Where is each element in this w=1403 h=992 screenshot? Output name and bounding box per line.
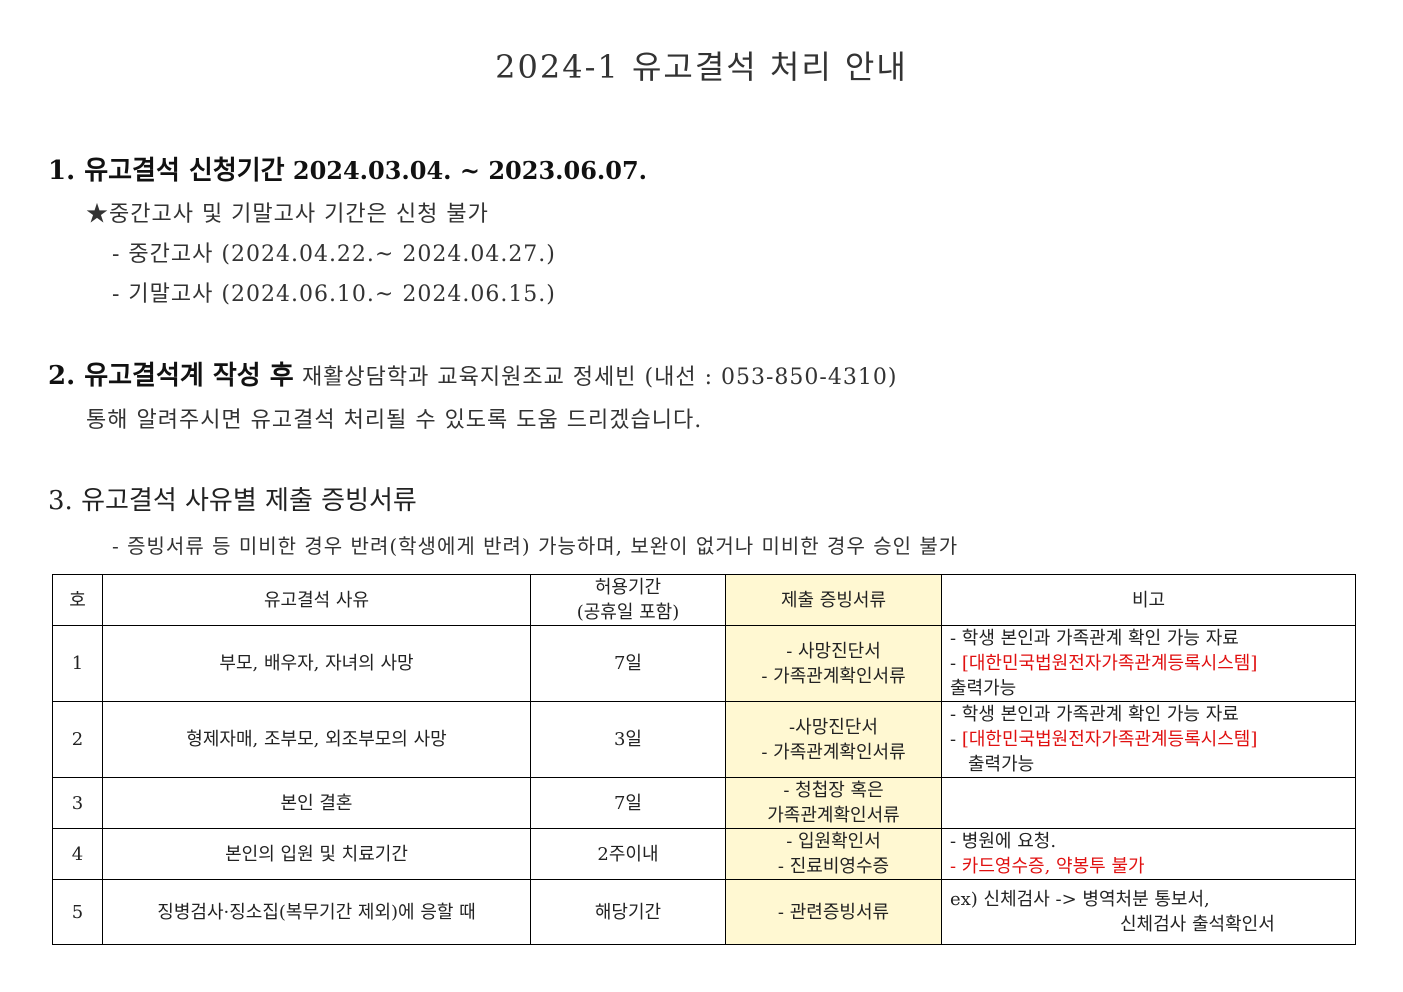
row-no: 4 <box>52 828 103 880</box>
documents-table: 호 유고결석 사유 허용기간 (공휴일 포함) 제출 증빙서류 비고 1 부모, … <box>52 574 1356 945</box>
note-red-text: [대한민국법원전자가족관계등록시스템] <box>961 729 1258 750</box>
table-row: 1 부모, 배우자, 자녀의 사망 7일 - 사망진단서 - 가족관계확인서류 -… <box>52 625 1356 702</box>
header-no: 호 <box>52 574 103 626</box>
section3-heading: 3. 유고결석 사유별 제출 증빙서류 <box>48 486 417 516</box>
table-header-row: 호 유고결석 사유 허용기간 (공휴일 포함) 제출 증빙서류 비고 <box>52 574 1356 626</box>
note-dash: - <box>950 729 962 750</box>
row-note: ex) 신체검사 -> 병역처분 통보서, 신체검사 출석확인서 <box>941 879 1356 945</box>
row-reason: 형제자매, 조부모, 외조부모의 사망 <box>102 701 531 778</box>
row-reason: 본인의 입원 및 치료기간 <box>102 828 531 880</box>
row-note: - 학생 본인과 가족관계 확인 가능 자료 - [대한민국법원전자가족관계등록시… <box>941 701 1356 778</box>
note-line: - [대한민국법원전자가족관계등록시스템] <box>950 651 1351 676</box>
header-period-line1: 허용기간 <box>594 577 662 598</box>
header-period: 허용기간 (공휴일 포함) <box>530 574 726 626</box>
note-line: - 학생 본인과 가족관계 확인 가능 자료 <box>950 704 1239 725</box>
page-title: 2024-1 유고결석 처리 안내 <box>495 48 908 86</box>
table-row: 4 본인의 입원 및 치료기간 2주이내 - 입원확인서 - 진료비영수증 - 병… <box>52 828 1356 880</box>
application-period: 2024.03.04. ~ 2023.06.07. <box>292 156 648 185</box>
row-docs: - 관련증빙서류 <box>725 879 942 945</box>
doc-item: -사망진단서 <box>789 716 878 738</box>
note-red-text: - 카드영수증, 약봉투 불가 <box>950 856 1145 877</box>
section3-note: - 증빙서류 등 미비한 경우 반려(학생에게 반려) 가능하며, 보완이 없거… <box>112 534 959 558</box>
row-period: 해당기간 <box>530 879 726 945</box>
row-reason: 부모, 배우자, 자녀의 사망 <box>102 625 531 702</box>
note-red-text: [대한민국법원전자가족관계등록시스템] <box>961 653 1258 674</box>
doc-item: - 사망진단서 <box>786 640 881 662</box>
doc-item: 가족관계확인서류 <box>767 805 900 826</box>
doc-item: - 청첩장 혹은 <box>783 780 884 801</box>
note-line: 신체검사 출석확인서 <box>1120 914 1275 935</box>
section1-heading-text: 1. 유고결석 신청기간 <box>48 156 285 186</box>
final-period: - 기말고사 (2024.06.10.~ 2024.06.15.) <box>112 282 556 307</box>
note-dash: - <box>950 653 962 674</box>
note-line: 출력가능 <box>950 678 1017 699</box>
header-docs: 제출 증빙서류 <box>725 574 942 626</box>
doc-item: - 관련증빙서류 <box>777 901 890 923</box>
note-line: - [대한민국법원전자가족관계등록시스템] <box>950 727 1351 752</box>
note-line: ex) 신체검사 -> 병역처분 통보서, <box>950 889 1210 910</box>
row-reason: 징병검사·징소집(복무기간 제외)에 응할 때 <box>102 879 531 945</box>
header-reason: 유고결석 사유 <box>102 574 531 626</box>
doc-item: - 입원확인서 <box>786 831 881 852</box>
section2-line2: 통해 알려주시면 유고결석 처리될 수 있도록 도움 드리겠습니다. <box>86 408 703 433</box>
row-period: 3일 <box>530 701 726 778</box>
midterm-period: - 중간고사 (2024.04.22.~ 2024.04.27.) <box>112 242 556 267</box>
row-period: 7일 <box>530 625 726 702</box>
header-note: 비고 <box>941 574 1356 626</box>
row-no: 3 <box>52 777 103 829</box>
row-note: - 병원에 요청. - 카드영수증, 약봉투 불가 <box>941 828 1356 880</box>
exam-note: ★중간고사 및 기말고사 기간은 신청 불가 <box>86 202 489 227</box>
note-line: - 병원에 요청. <box>950 831 1057 852</box>
row-note <box>941 777 1356 829</box>
row-docs: - 사망진단서 - 가족관계확인서류 <box>725 625 942 702</box>
table-row: 2 형제자매, 조부모, 외조부모의 사망 3일 -사망진단서 - 가족관계확인서… <box>52 701 1356 778</box>
row-reason: 본인 결혼 <box>102 777 531 829</box>
header-period-line2: (공휴일 포함) <box>576 602 680 623</box>
row-docs: -사망진단서 - 가족관계확인서류 <box>725 701 942 778</box>
note-line: 출력가능 <box>968 754 1035 775</box>
row-note: - 학생 본인과 가족관계 확인 가능 자료 - [대한민국법원전자가족관계등록시… <box>941 625 1356 702</box>
note-line: - 학생 본인과 가족관계 확인 가능 자료 <box>950 628 1239 649</box>
row-no: 5 <box>52 879 103 945</box>
row-period: 2주이내 <box>530 828 726 880</box>
section2-heading-text: 2. 유고결석계 작성 후 <box>48 361 294 391</box>
section2-heading: 2. 유고결석계 작성 후 재활상담학과 교육지원조교 정세빈 (내선 : 05… <box>48 355 897 392</box>
doc-item: - 가족관계확인서류 <box>761 741 906 763</box>
row-period: 7일 <box>530 777 726 829</box>
row-no: 2 <box>52 701 103 778</box>
doc-item: - 진료비영수증 <box>777 856 890 877</box>
table-row: 5 징병검사·징소집(복무기간 제외)에 응할 때 해당기간 - 관련증빙서류 … <box>52 879 1356 945</box>
row-docs: - 입원확인서 - 진료비영수증 <box>725 828 942 880</box>
contact-info: 재활상담학과 교육지원조교 정세빈 (내선 : 053-850-4310) <box>301 365 898 390</box>
row-no: 1 <box>52 625 103 702</box>
section1-heading: 1. 유고결석 신청기간 2024.03.04. ~ 2023.06.07. <box>48 150 647 187</box>
doc-item: - 가족관계확인서류 <box>761 665 906 687</box>
